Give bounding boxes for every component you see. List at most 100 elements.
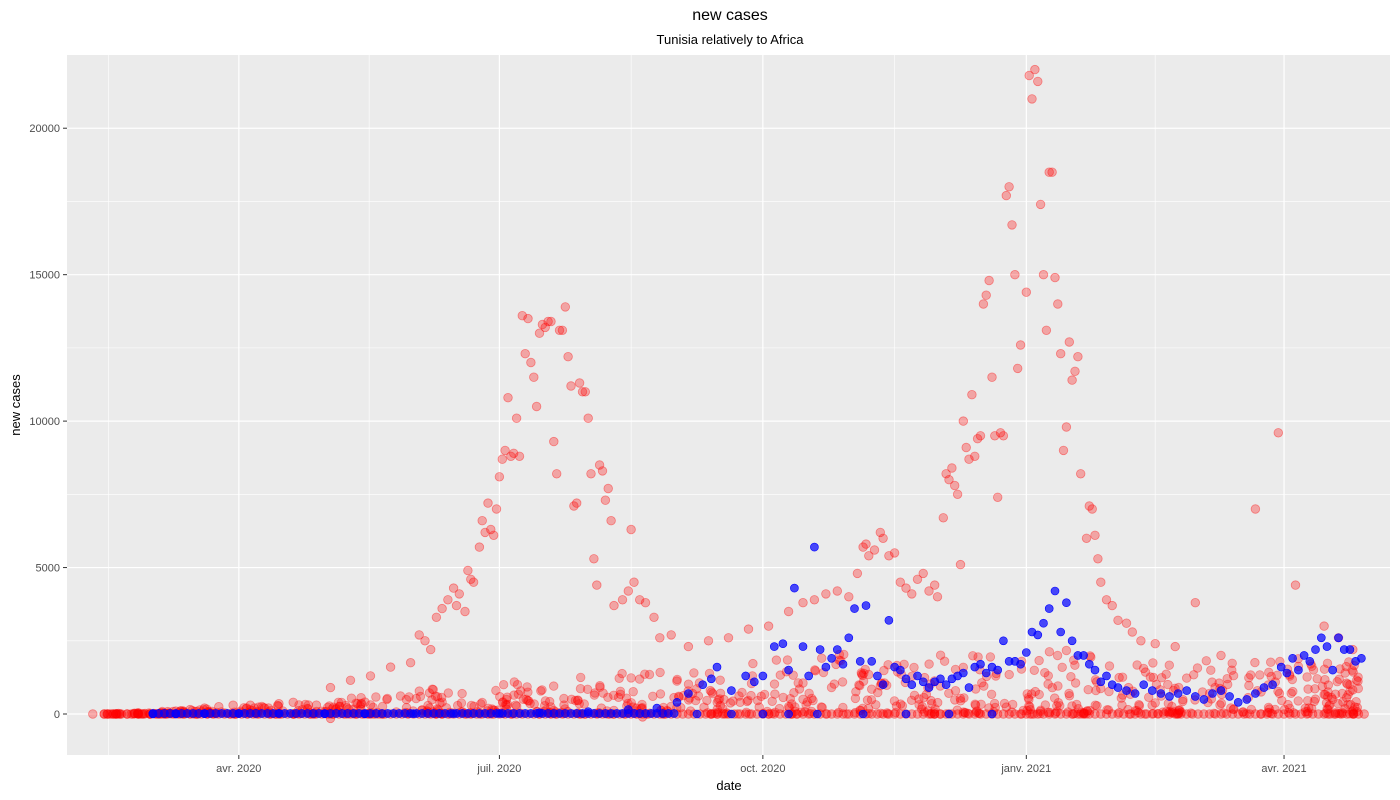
tunisia-point bbox=[1122, 686, 1131, 695]
africa-point bbox=[1148, 658, 1158, 668]
africa-point bbox=[705, 685, 716, 696]
africa-point bbox=[1340, 704, 1350, 714]
africa-point bbox=[955, 693, 966, 704]
africa-point bbox=[763, 621, 774, 631]
africa-point bbox=[1188, 670, 1199, 680]
africa-point bbox=[734, 691, 744, 701]
africa-point bbox=[703, 708, 713, 718]
tunisia-point bbox=[171, 709, 181, 719]
y-tick-label: 5000 bbox=[36, 563, 60, 575]
africa-point bbox=[1237, 707, 1248, 717]
africa-point bbox=[427, 695, 437, 705]
africa-point bbox=[972, 434, 983, 444]
africa-point bbox=[909, 690, 920, 701]
africa-point bbox=[110, 709, 121, 719]
africa-point bbox=[713, 695, 724, 705]
africa-point bbox=[1302, 709, 1312, 719]
africa-point bbox=[432, 692, 443, 702]
africa-point bbox=[456, 698, 467, 708]
africa-point bbox=[742, 696, 752, 707]
tunisia-point bbox=[784, 665, 793, 675]
africa-point bbox=[914, 694, 924, 704]
africa-point bbox=[501, 694, 512, 705]
tunisia-point bbox=[1016, 659, 1025, 669]
tunisia-point bbox=[850, 604, 859, 613]
africa-point bbox=[793, 678, 803, 688]
africa-point bbox=[1114, 672, 1124, 683]
africa-point bbox=[644, 669, 655, 680]
africa-point bbox=[1351, 697, 1361, 707]
africa-point bbox=[451, 600, 462, 611]
tunisia-point bbox=[976, 659, 985, 669]
africa-point bbox=[1132, 660, 1142, 670]
africa-point bbox=[1266, 708, 1276, 719]
africa-point bbox=[707, 709, 717, 719]
africa-point bbox=[582, 684, 593, 695]
africa-point bbox=[1070, 678, 1081, 688]
africa-point bbox=[1256, 709, 1266, 719]
africa-point bbox=[1359, 709, 1369, 719]
africa-point bbox=[832, 586, 843, 596]
africa-point bbox=[512, 680, 523, 690]
tunisia-point bbox=[907, 680, 917, 690]
africa-point bbox=[573, 695, 583, 705]
africa-point bbox=[1140, 709, 1150, 719]
tunisia-point bbox=[1056, 627, 1065, 637]
africa-point bbox=[288, 697, 298, 708]
tunisia-point bbox=[815, 645, 825, 654]
africa-point bbox=[126, 709, 136, 719]
africa-point bbox=[325, 682, 336, 693]
africa-point bbox=[807, 693, 817, 704]
africa-point bbox=[427, 684, 438, 694]
africa-point bbox=[1035, 706, 1046, 717]
tunisia-point bbox=[274, 709, 284, 718]
africa-point bbox=[873, 687, 883, 698]
chart-subtitle: Tunisia relatively to Africa bbox=[656, 32, 804, 47]
africa-point bbox=[573, 696, 583, 706]
africa-point bbox=[1063, 707, 1073, 717]
africa-point bbox=[569, 501, 579, 511]
africa-point bbox=[1136, 709, 1146, 719]
africa-point bbox=[111, 709, 122, 719]
africa-point bbox=[385, 662, 396, 672]
africa-point bbox=[1075, 709, 1086, 719]
africa-point bbox=[1333, 699, 1343, 709]
africa-point bbox=[1035, 705, 1046, 715]
tunisia-point bbox=[360, 709, 370, 719]
africa-point bbox=[884, 551, 894, 561]
africa-point bbox=[1256, 709, 1266, 719]
africa-point bbox=[1303, 684, 1313, 694]
africa-point bbox=[746, 709, 757, 719]
africa-point bbox=[572, 498, 582, 508]
africa-point bbox=[1127, 627, 1138, 637]
africa-point bbox=[1288, 686, 1298, 697]
africa-point bbox=[1330, 689, 1341, 699]
africa-point bbox=[1262, 709, 1272, 719]
africa-point bbox=[850, 693, 861, 704]
africa-point bbox=[993, 492, 1003, 503]
africa-point bbox=[753, 695, 763, 706]
africa-point bbox=[103, 709, 113, 719]
tunisia-point bbox=[821, 662, 831, 672]
africa-point bbox=[719, 694, 729, 705]
africa-point bbox=[1348, 708, 1359, 718]
africa-point bbox=[1064, 337, 1075, 347]
africa-point bbox=[520, 349, 530, 359]
africa-point bbox=[1096, 577, 1106, 587]
africa-point bbox=[116, 709, 127, 719]
tunisia-point bbox=[1282, 668, 1292, 678]
africa-point bbox=[889, 548, 900, 558]
africa-point bbox=[1061, 645, 1072, 656]
africa-point bbox=[1174, 705, 1184, 716]
africa-point bbox=[930, 580, 940, 590]
africa-point bbox=[1143, 692, 1154, 703]
tunisia-point bbox=[449, 709, 458, 718]
africa-point bbox=[525, 698, 535, 709]
africa-point bbox=[437, 603, 447, 614]
tunisia-point bbox=[1096, 677, 1106, 687]
africa-point bbox=[866, 695, 877, 705]
africa-point bbox=[463, 565, 473, 576]
africa-point bbox=[1024, 70, 1034, 81]
africa-point bbox=[1116, 693, 1127, 703]
africa-point bbox=[1341, 661, 1351, 672]
